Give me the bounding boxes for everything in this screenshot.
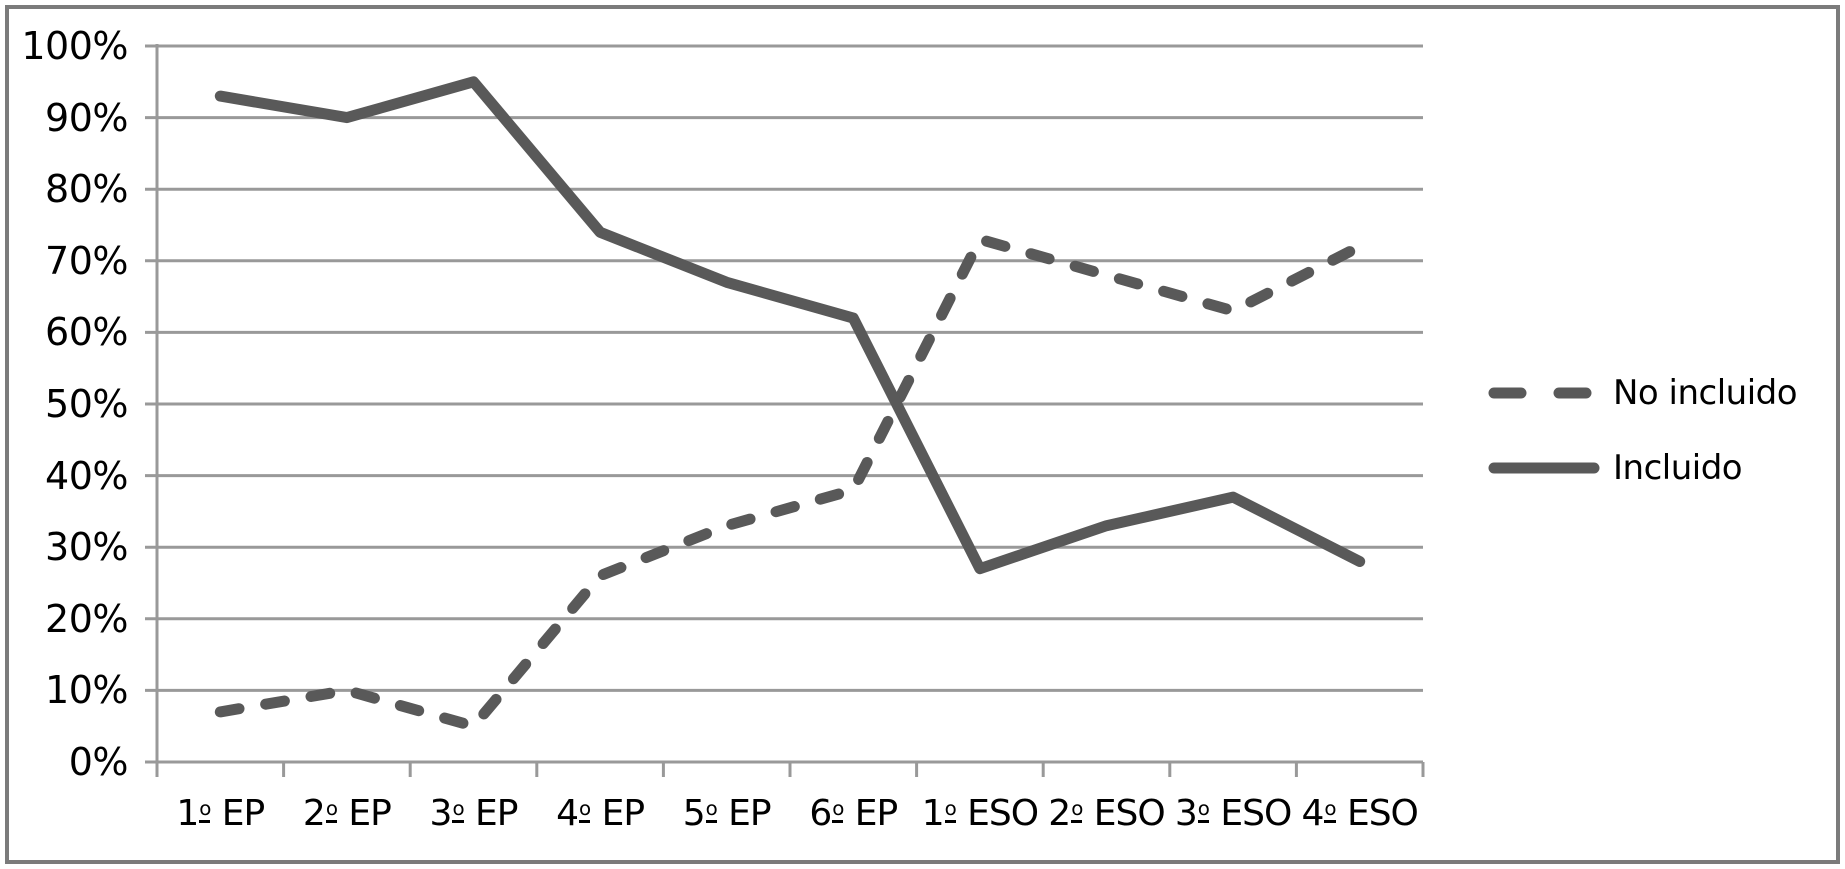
ordinal-indicator: o bbox=[1071, 798, 1083, 823]
y-tick-label: 100% bbox=[21, 24, 128, 68]
y-tick-label: 50% bbox=[45, 382, 128, 426]
x-tick-label: 1o EP bbox=[176, 793, 265, 834]
ordinal-indicator: o bbox=[944, 798, 957, 823]
y-tick-label: 40% bbox=[45, 453, 128, 498]
solid-line-sample bbox=[1488, 462, 1600, 474]
ordinal-indicator: o bbox=[199, 798, 211, 823]
legend-item-no-incluido: No incluido bbox=[1487, 371, 1798, 415]
y-tick-label: 30% bbox=[45, 525, 128, 570]
legend-label: No incluido bbox=[1613, 373, 1798, 413]
ordinal-indicator: o bbox=[325, 798, 338, 823]
dashed-line-sample bbox=[1488, 387, 1600, 399]
series-line-no-incluido bbox=[214, 233, 1366, 732]
ordinal-indicator: o bbox=[452, 798, 465, 823]
ordinal-indicator: o bbox=[832, 798, 844, 823]
y-tick-label: 0% bbox=[68, 740, 129, 784]
gridlines bbox=[145, 44, 1423, 764]
series-line-incluido bbox=[214, 76, 1366, 575]
ordinal-indicator: o bbox=[579, 798, 591, 823]
legend-item-incluido: Incluido bbox=[1487, 446, 1797, 490]
y-tick-label: 60% bbox=[45, 310, 128, 355]
legend: No incluido Incluido bbox=[1487, 371, 1798, 490]
x-tick-label: 2o ESO bbox=[1048, 793, 1165, 834]
x-tick-label: 5o EP bbox=[682, 793, 772, 834]
y-tick-label: 80% bbox=[45, 167, 128, 212]
y-tick-label: 90% bbox=[45, 95, 128, 140]
legend-label: Incluido bbox=[1613, 448, 1743, 488]
y-tick-label: 10% bbox=[45, 668, 128, 713]
axes bbox=[155, 44, 1425, 777]
ordinal-indicator: o bbox=[1324, 798, 1337, 823]
chart-border bbox=[5, 5, 1840, 864]
x-tick-label: 4o EP bbox=[556, 793, 645, 834]
x-tick-label: 3o EP bbox=[429, 793, 519, 834]
y-tick-label: 70% bbox=[45, 238, 128, 283]
x-tick-label: 2o EP bbox=[302, 793, 392, 834]
x-tick-label: 6o EP bbox=[809, 793, 898, 834]
x-tick-label: 1o ESO bbox=[921, 793, 1039, 834]
ordinal-indicator: o bbox=[1197, 798, 1210, 823]
ordinal-indicator: o bbox=[705, 798, 718, 823]
x-tick-label: 3o ESO bbox=[1174, 793, 1292, 834]
y-tick-label: 20% bbox=[45, 596, 128, 641]
x-tick-label: 4o ESO bbox=[1301, 793, 1418, 834]
